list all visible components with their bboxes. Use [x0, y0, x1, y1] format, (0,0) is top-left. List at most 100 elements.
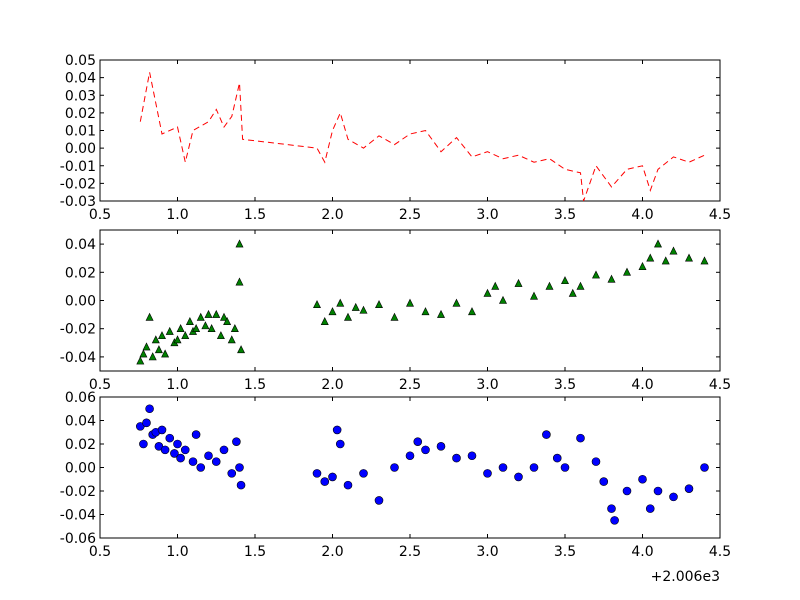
data-point — [561, 276, 569, 285]
data-point — [165, 433, 175, 443]
data-point — [145, 404, 154, 414]
ticks-top: 0.5 1.0 1.5 2.0 2.5 3.0 3.5 4.0 4.5 -0.03 -0.02-0.… — [60, 53, 731, 223]
x-tick-label: 1.5 — [244, 207, 266, 223]
data-point — [235, 463, 244, 472]
data-point — [499, 295, 507, 304]
data-point — [529, 463, 539, 472]
x-tick-label: 3.5 — [554, 207, 576, 223]
y-tick-label: 0.00 — [65, 461, 96, 477]
data-point — [390, 312, 399, 321]
data-point — [313, 300, 321, 309]
subplot-middle: 0.5 1.0 1.5 2.0 2.5 3.0 3.5 4.0 4.5 -0.04 -0.02 0.0… — [60, 229, 731, 393]
y-tick-label: 0.04 — [65, 71, 96, 87]
data-point — [328, 472, 337, 482]
data-point — [220, 312, 228, 321]
data-point — [700, 463, 709, 472]
data-point — [599, 477, 609, 486]
data-point — [136, 356, 145, 365]
ticks-middle: 0.5 1.0 1.5 2.0 2.5 3.0 3.5 4.0 4.5 -0.04 -0.02 0.0… — [60, 230, 731, 393]
data-point — [467, 451, 477, 461]
data-point — [219, 445, 229, 455]
x-tick-label: 3.0 — [476, 207, 498, 223]
y-tick-label: -0.02 — [60, 322, 96, 338]
data-point — [151, 335, 160, 344]
data-point — [207, 324, 216, 333]
y-tick-label: -0.04 — [60, 508, 96, 524]
data-point — [437, 309, 445, 318]
data-point — [645, 504, 655, 513]
x-tick-label: 1.0 — [166, 207, 188, 223]
data-point — [165, 326, 174, 335]
data-point — [576, 433, 585, 443]
data-point — [685, 253, 693, 262]
data-point — [413, 437, 423, 446]
y-tick-label: 0.00 — [65, 294, 96, 310]
data-point — [142, 418, 151, 428]
data-point — [196, 463, 206, 472]
data-point — [483, 288, 492, 297]
y-tick-label: -0.01 — [60, 159, 96, 175]
y-tick-label: -0.04 — [60, 350, 96, 366]
data-point — [351, 302, 360, 311]
subplot-top: 0.5 1.0 1.5 2.0 2.5 3.0 3.5 4.0 4.5 -0.03 -0.02-0.… — [60, 53, 731, 223]
data-point — [227, 335, 236, 344]
data-point — [374, 496, 384, 505]
data-point — [514, 472, 523, 482]
x-tick-label: 3.5 — [554, 544, 576, 560]
data-point — [638, 474, 647, 484]
x-tick-label: 3.5 — [554, 377, 576, 393]
y-tick-label: 0.06 — [65, 390, 96, 406]
data-point — [359, 305, 368, 314]
x-tick-label: 2.0 — [321, 207, 343, 223]
y-tick-label: 0.04 — [65, 414, 96, 430]
data-point — [312, 469, 322, 478]
data-point — [328, 307, 337, 316]
data-point — [320, 477, 330, 486]
data-point — [498, 463, 508, 472]
data-point — [320, 316, 329, 325]
data-point — [436, 442, 446, 451]
data-point — [191, 430, 201, 439]
x-tick-label: 3.0 — [476, 377, 498, 393]
data-point — [542, 430, 551, 439]
data-point — [180, 445, 190, 455]
data-point — [390, 463, 399, 472]
x-tick-label: 2.5 — [399, 377, 421, 393]
y-tick-label: 0.05 — [65, 53, 96, 69]
data-point — [669, 246, 678, 255]
data-point — [235, 277, 244, 286]
data-point — [514, 278, 523, 287]
x-tick-label: 4.5 — [709, 377, 731, 393]
x-tick-label: 4.5 — [709, 207, 731, 223]
x-tick-label: 2.0 — [321, 544, 343, 560]
data-point — [336, 298, 345, 307]
data-point — [452, 298, 461, 307]
data-point — [223, 316, 232, 325]
data-point — [552, 453, 562, 463]
data-point — [211, 457, 221, 466]
y-tick-label: 0.04 — [65, 237, 96, 253]
data-point — [216, 331, 225, 340]
x-tick-label: 2.5 — [399, 207, 421, 223]
data-point — [545, 281, 554, 290]
y-tick-label: -0.02 — [60, 176, 96, 192]
series-middle — [136, 239, 709, 365]
x-tick-label: 4.5 — [709, 544, 731, 560]
data-point — [638, 261, 647, 270]
data-point — [568, 288, 577, 297]
data-point — [332, 425, 342, 435]
data-point — [181, 331, 190, 340]
x-tick-label: 0.5 — [89, 377, 111, 393]
data-point — [576, 281, 585, 290]
y-tick-label: 0.00 — [65, 141, 96, 157]
series-bottom — [136, 404, 709, 525]
data-point — [653, 486, 663, 496]
x-tick-label: 0.5 — [89, 207, 111, 223]
data-point — [204, 309, 213, 318]
data-point — [173, 439, 182, 449]
data-point — [157, 425, 167, 435]
data-point — [421, 445, 430, 455]
data-point — [654, 239, 662, 248]
y-tick-label: 0.01 — [65, 124, 96, 140]
data-point — [610, 516, 619, 525]
